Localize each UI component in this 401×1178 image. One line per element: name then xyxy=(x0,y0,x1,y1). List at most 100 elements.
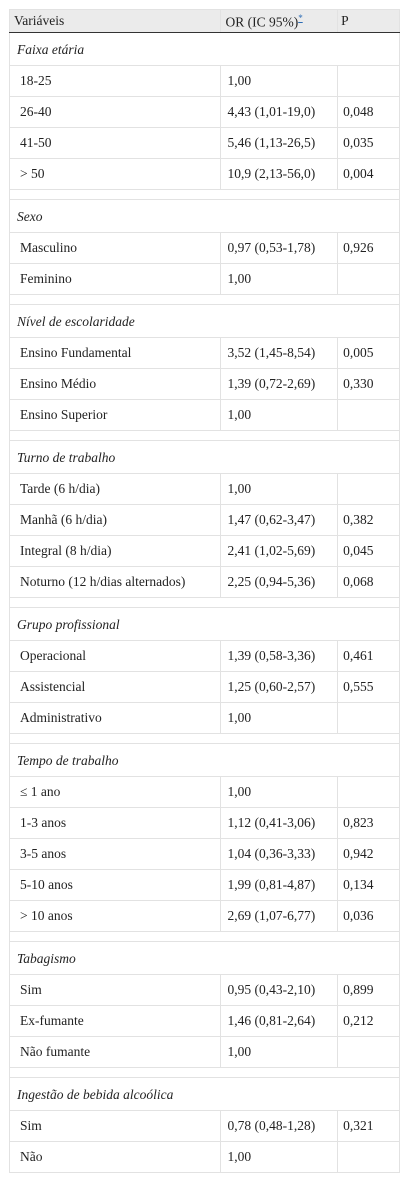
or-cell: 1,39 (0,72-2,69) xyxy=(220,368,339,400)
table-row: Operacional 1,39 (0,58-3,36) 0,461 xyxy=(8,640,400,672)
header-row: Variáveis OR (IC 95%)* P xyxy=(8,9,400,33)
table-row: Integral (8 h/dia) 2,41 (1,02-5,69) 0,045 xyxy=(8,535,400,567)
group-title: Grupo profissional xyxy=(9,607,400,641)
or-cell: 1,00 xyxy=(220,1036,339,1068)
variable-cell: Ensino Superior xyxy=(8,399,222,431)
or-cell: 2,25 (0,94-5,36) xyxy=(220,566,339,598)
table-row: 41-50 5,46 (1,13-26,5) 0,035 xyxy=(8,127,400,159)
or-cell: 1,00 xyxy=(220,263,339,295)
or-cell: 1,00 xyxy=(220,399,339,431)
table-row: 1-3 anos 1,12 (0,41-3,06) 0,823 xyxy=(8,807,400,839)
header-p: P xyxy=(337,9,400,33)
p-cell xyxy=(337,1141,400,1173)
variable-cell: Masculino xyxy=(8,232,222,264)
variable-cell: Manhã (6 h/dia) xyxy=(8,504,222,536)
p-cell xyxy=(337,1036,400,1068)
or-cell: 1,00 xyxy=(220,473,339,505)
table-row: Ex-fumante 1,46 (0,81-2,64) 0,212 xyxy=(8,1005,400,1037)
group-title: Sexo xyxy=(9,199,400,233)
table-row: Tarde (6 h/dia) 1,00 xyxy=(8,473,400,505)
or-cell: 5,46 (1,13-26,5) xyxy=(220,127,339,159)
group-row: Tempo de trabalho xyxy=(9,743,400,777)
p-cell: 0,048 xyxy=(337,96,400,128)
p-cell: 0,045 xyxy=(337,535,400,567)
group-row: Nível de escolaridade xyxy=(9,304,400,338)
p-cell: 0,212 xyxy=(337,1005,400,1037)
or-cell: 1,99 (0,81-4,87) xyxy=(220,869,339,901)
variable-cell: Sim xyxy=(8,974,222,1006)
p-cell: 0,899 xyxy=(337,974,400,1006)
variable-cell: Administrativo xyxy=(8,702,222,734)
or-cell: 10,9 (2,13-56,0) xyxy=(220,158,339,190)
p-cell: 0,555 xyxy=(337,671,400,703)
spacer-row xyxy=(9,733,400,744)
spacer-row xyxy=(9,597,400,608)
table-row: > 50 10,9 (2,13-56,0) 0,004 xyxy=(8,158,400,190)
odds-ratio-table: Variáveis OR (IC 95%)* P Faixa etária 18-… xyxy=(8,9,400,1173)
or-cell: 3,52 (1,45-8,54) xyxy=(220,337,339,369)
table-row: Feminino 1,00 xyxy=(8,263,400,295)
variable-cell: Tarde (6 h/dia) xyxy=(8,473,222,505)
p-cell: 0,036 xyxy=(337,900,400,932)
header-or: OR (IC 95%)* xyxy=(220,9,339,33)
p-cell: 0,823 xyxy=(337,807,400,839)
table-row: 5-10 anos 1,99 (0,81-4,87) 0,134 xyxy=(8,869,400,901)
group-title: Tempo de trabalho xyxy=(9,743,400,777)
or-cell: 1,00 xyxy=(220,1141,339,1173)
spacer-row xyxy=(9,430,400,441)
table-row: Não fumante 1,00 xyxy=(8,1036,400,1068)
spacer-cell xyxy=(9,931,400,942)
or-cell: 2,41 (1,02-5,69) xyxy=(220,535,339,567)
p-cell: 0,068 xyxy=(337,566,400,598)
header-or-label: OR (IC 95%) xyxy=(225,14,299,30)
spacer-cell xyxy=(9,597,400,608)
table-row: 18-25 1,00 xyxy=(8,65,400,97)
p-cell xyxy=(337,776,400,808)
or-cell: 1,00 xyxy=(220,702,339,734)
spacer-cell xyxy=(9,189,400,200)
variable-cell: Não fumante xyxy=(8,1036,222,1068)
spacer-row xyxy=(9,294,400,305)
spacer-cell xyxy=(9,430,400,441)
p-cell: 0,461 xyxy=(337,640,400,672)
spacer-row xyxy=(9,1067,400,1078)
variable-cell: Não xyxy=(8,1141,222,1173)
group-title: Ingestão de bebida alcoólica xyxy=(9,1077,400,1111)
group-row: Ingestão de bebida alcoólica xyxy=(9,1077,400,1111)
table-row: > 10 anos 2,69 (1,07-6,77) 0,036 xyxy=(8,900,400,932)
or-cell: 1,00 xyxy=(220,65,339,97)
variable-cell: Ensino Fundamental xyxy=(8,337,222,369)
p-cell: 0,382 xyxy=(337,504,400,536)
header-variables: Variáveis xyxy=(8,9,222,33)
variable-cell: Noturno (12 h/dias alternados) xyxy=(8,566,222,598)
variable-cell: Feminino xyxy=(8,263,222,295)
table-row: Ensino Médio 1,39 (0,72-2,69) 0,330 xyxy=(8,368,400,400)
or-cell: 1,12 (0,41-3,06) xyxy=(220,807,339,839)
table-row: Ensino Superior 1,00 xyxy=(8,399,400,431)
p-cell: 0,005 xyxy=(337,337,400,369)
variable-cell: Operacional xyxy=(8,640,222,672)
spacer-row xyxy=(9,931,400,942)
spacer-cell xyxy=(9,733,400,744)
or-cell: 1,00 xyxy=(220,776,339,808)
group-row: Tabagismo xyxy=(9,941,400,975)
group-title: Nível de escolaridade xyxy=(9,304,400,338)
p-cell: 0,330 xyxy=(337,368,400,400)
footnote-link[interactable]: * xyxy=(298,12,303,23)
table-row: ≤ 1 ano 1,00 xyxy=(8,776,400,808)
group-row: Grupo profissional xyxy=(9,607,400,641)
table-body: Faixa etária 18-25 1,00 26-40 4,43 (1,01-19,… xyxy=(8,32,400,1173)
variable-cell: > 50 xyxy=(8,158,222,190)
p-cell xyxy=(337,263,400,295)
or-cell: 1,04 (0,36-3,33) xyxy=(220,838,339,870)
table-row: Masculino 0,97 (0,53-1,78) 0,926 xyxy=(8,232,400,264)
table-row: Assistencial 1,25 (0,60-2,57) 0,555 xyxy=(8,671,400,703)
p-cell xyxy=(337,65,400,97)
table-row: Manhã (6 h/dia) 1,47 (0,62-3,47) 0,382 xyxy=(8,504,400,536)
table-row: Não 1,00 xyxy=(8,1141,400,1173)
p-cell xyxy=(337,399,400,431)
variable-cell: Ensino Médio xyxy=(8,368,222,400)
p-cell: 0,926 xyxy=(337,232,400,264)
or-cell: 0,78 (0,48-1,28) xyxy=(220,1110,339,1142)
p-cell xyxy=(337,702,400,734)
